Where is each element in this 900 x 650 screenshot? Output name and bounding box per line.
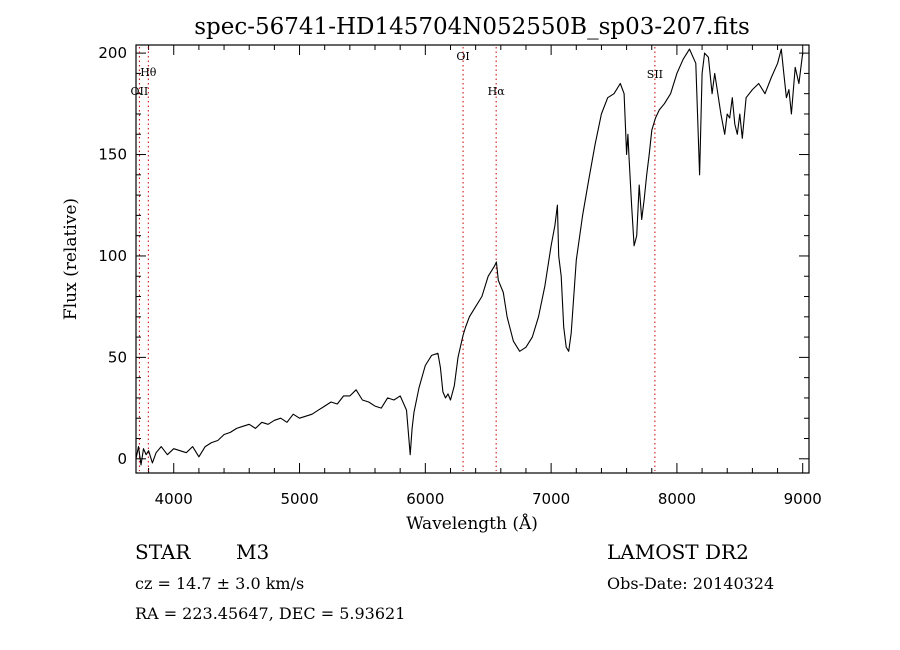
line-marker-label: OII (131, 85, 149, 98)
survey-name: LAMOST DR2 (607, 540, 749, 564)
y-axis-label: Flux (relative) (61, 198, 81, 320)
x-tick-label: 5000 (280, 490, 318, 508)
plot-area (135, 44, 810, 474)
x-tick-label: 9000 (784, 490, 822, 508)
coordinates-readout: RA = 223.45647, DEC = 5.93621 (135, 604, 406, 623)
line-marker-label: OI (456, 50, 469, 63)
object-type: STAR (135, 540, 191, 564)
line-marker-label: Hθ (140, 66, 157, 79)
y-tick-label: 150 (98, 146, 127, 164)
chart-title: spec-56741-HD145704N052550B_sp03-207.fit… (194, 14, 750, 40)
spectrum-line (135, 48, 804, 466)
y-tick-label: 50 (108, 348, 127, 366)
observation-date: Obs-Date: 20140324 (607, 574, 775, 593)
spectral-subclass: M3 (236, 540, 270, 564)
redshift-readout: cz = 14.7 ± 3.0 km/s (135, 574, 305, 593)
x-tick-label: 8000 (658, 490, 696, 508)
x-axis-label: Wavelength (Å) (406, 513, 538, 534)
y-tick-label: 200 (98, 44, 127, 62)
y-tick-label: 100 (98, 247, 127, 265)
x-tick-label: 6000 (406, 490, 444, 508)
x-tick-label: 4000 (155, 490, 193, 508)
y-tick-label: 0 (117, 450, 127, 468)
x-tick-label: 7000 (532, 490, 570, 508)
line-marker-label: SII (647, 68, 663, 81)
line-marker-label: Hα (488, 85, 506, 98)
